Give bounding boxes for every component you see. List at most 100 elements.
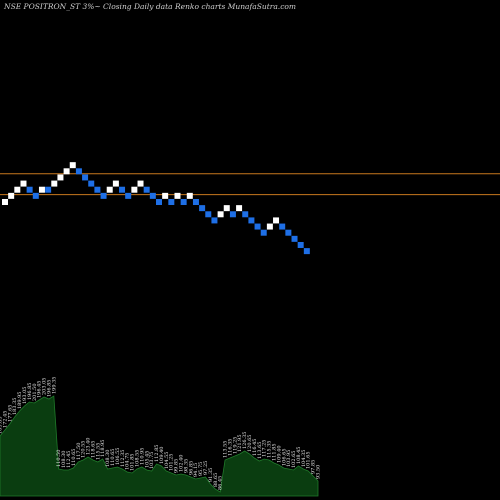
renko-brick-down — [303, 248, 310, 255]
renko-brick-down — [291, 235, 298, 242]
volume-value-label: 126.35 — [242, 432, 248, 450]
renko-brick-down — [205, 211, 212, 218]
volume-value-label: 95.75 — [198, 462, 204, 476]
renko-brick-down — [75, 168, 82, 175]
volume-value-label: 112.35 — [120, 450, 126, 468]
volume-value-label: 101.25 — [169, 454, 175, 472]
renko-brick-up — [38, 186, 45, 193]
volume-value-label: 104.75 — [125, 453, 131, 471]
volume-value-label: 108.45 — [296, 447, 302, 465]
volume-value-label: 110.65 — [71, 449, 77, 467]
volume-value-label: 116.35 — [227, 439, 233, 457]
volume-value-label: 98.35 — [183, 459, 189, 473]
renko-brick-down — [285, 229, 292, 236]
volume-value-label: 196.85 — [46, 380, 52, 398]
volume-value-label: 165.85 — [0, 417, 4, 435]
renko-brick-up — [236, 205, 243, 212]
volume-value-label: 172.45 — [2, 411, 8, 429]
renko-brick-up — [57, 174, 64, 181]
renko-brick-down — [242, 211, 249, 218]
renko-bricks — [2, 162, 310, 255]
renko-brick-up — [217, 211, 224, 218]
renko-brick-down — [26, 186, 33, 193]
volume-value-label: 88.65 — [213, 473, 219, 487]
renko-brick-up — [8, 192, 15, 199]
renko-brick-up — [106, 186, 113, 193]
volume-value-label: 93.50 — [316, 465, 322, 479]
renko-brick-up — [20, 180, 27, 187]
volume-value-label: 101.85 — [130, 454, 136, 472]
volume-value-label: 115.55 — [95, 443, 101, 461]
renko-brick-down — [192, 199, 199, 205]
volume-value-label: 110.65 — [110, 449, 116, 467]
renko-brick-down — [254, 223, 261, 230]
volume-value-label: 103.75 — [149, 452, 155, 470]
volume-value-label: 113.65 — [257, 442, 263, 460]
renko-brick-down — [32, 192, 39, 199]
volume-value-label: 116.45 — [252, 439, 258, 457]
renko-brick-up — [223, 205, 230, 212]
volume-value-label: 106.65 — [281, 449, 287, 467]
renko-brick-up — [137, 180, 144, 187]
renko-brick-down — [229, 211, 236, 218]
volume-value-label: 108.30 — [61, 451, 67, 469]
volume-value-label: 183.35 — [12, 398, 18, 416]
volume-value-label: 110.50 — [56, 450, 62, 468]
volume-value-label: 109.40 — [159, 447, 165, 465]
volume-value-label: 108.30 — [105, 450, 111, 468]
volume-value-label: 201.50 — [32, 384, 38, 402]
renko-brick-up — [273, 217, 280, 224]
volume-value-label: 117.50 — [76, 443, 82, 461]
volume-value-label: 99.85 — [174, 459, 180, 473]
volume-value-label: 102.65 — [291, 451, 297, 469]
renko-brick-up — [131, 186, 138, 193]
volume-value-label: 196.45 — [37, 381, 43, 399]
volume-value-label: 111.85 — [271, 444, 277, 462]
volume-value-label: 120.65 — [247, 435, 253, 453]
volume-value-label: 112.45 — [66, 451, 72, 469]
renko-brick-up — [69, 162, 76, 169]
renko-brick-down — [94, 186, 101, 193]
volume-value-label: 106.55 — [115, 448, 121, 466]
volume-value-label: 177.65 — [7, 405, 13, 423]
renko-brick-up — [186, 192, 193, 199]
renko-brick-down — [199, 205, 206, 212]
volume-value-label: 123.40 — [86, 438, 92, 456]
renko-brick-down — [260, 229, 267, 236]
renko-brick-up — [2, 199, 8, 205]
renko-brick-down — [100, 192, 107, 199]
volume-value-label: 118.65 — [90, 441, 96, 459]
renko-brick-up — [174, 192, 181, 199]
volume-value-label: 104.55 — [164, 452, 170, 470]
renko-brick-down — [119, 186, 126, 193]
renko-brick-down — [156, 199, 162, 205]
volume-value-label: 189.95 — [17, 392, 23, 410]
volume-value-label: 193.05 — [22, 387, 28, 405]
chart-title: NSE POSITRON_ST 3%~ Closing Daily data R… — [4, 2, 297, 11]
renko-brick-up — [112, 180, 119, 187]
volume-value-label: 115.35 — [267, 441, 273, 459]
renko-brick-down — [143, 186, 150, 193]
renko-brick-down — [82, 174, 89, 181]
volume-value-label: 105.45 — [144, 451, 150, 469]
volume-value-label: 119.25 — [232, 437, 238, 455]
volume-area — [0, 395, 319, 497]
renko-brick-down — [297, 241, 304, 248]
renko-brick-down — [279, 223, 286, 230]
volume-value-label: 118.95 — [100, 440, 106, 458]
volume-value-label: 199.35 — [51, 377, 57, 395]
renko-brick-down — [211, 217, 218, 224]
volume-value-label: 117.25 — [262, 440, 268, 458]
renko-brick-down — [180, 199, 187, 205]
volume-value-label: 96.85 — [188, 461, 194, 475]
volume-value-label: 103.95 — [286, 450, 292, 468]
renko-brick-up — [162, 192, 169, 199]
volume-value-label: 101.65 — [306, 452, 312, 470]
volume-value-label: 108.55 — [134, 450, 140, 468]
reference-lines — [0, 173, 500, 196]
volume-value-label: 120.55 — [81, 441, 87, 459]
renko-brick-down — [149, 192, 156, 199]
volume-value-label: 203.05 — [42, 378, 48, 396]
volume-value-label: 97.25 — [203, 461, 209, 475]
